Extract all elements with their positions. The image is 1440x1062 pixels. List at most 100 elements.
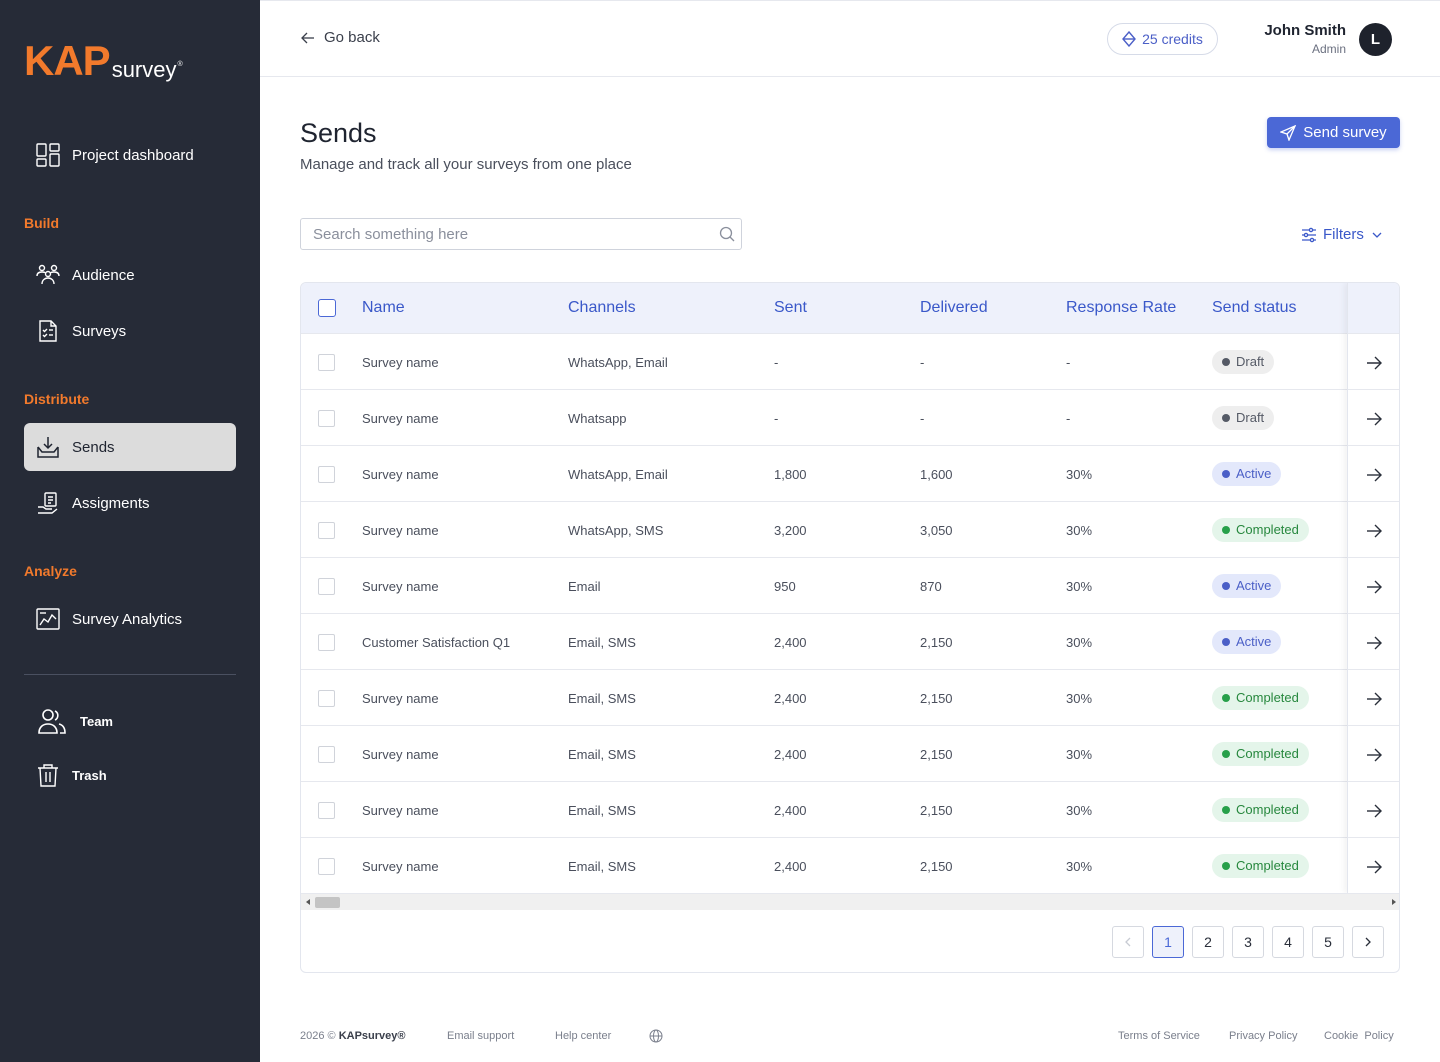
footer-terms[interactable]: Terms of Service bbox=[1118, 1030, 1200, 1042]
cell-sent: 2,400 bbox=[774, 691, 807, 706]
row-checkbox[interactable] bbox=[318, 746, 335, 763]
sends-table: Name Channels Sent Delivered Response Ra… bbox=[300, 282, 1400, 973]
cell-response-rate: - bbox=[1066, 355, 1071, 370]
sidebar-item-project-dashboard[interactable]: Project dashboard bbox=[24, 131, 236, 179]
footer-email-support[interactable]: Email support bbox=[447, 1030, 515, 1042]
section-analyze: Analyze bbox=[24, 563, 77, 579]
sidebar-item-trash[interactable]: Trash bbox=[24, 751, 236, 799]
filters-dropdown[interactable]: Filters bbox=[1301, 226, 1382, 243]
pagination-page-5[interactable]: 5 bbox=[1312, 926, 1344, 958]
arrow-right-icon[interactable] bbox=[1365, 354, 1383, 372]
page-title: Sends bbox=[300, 118, 377, 148]
footer-copyright: 2026 © KAPsurvey® bbox=[300, 1030, 406, 1042]
column-send-status[interactable]: Send status bbox=[1212, 299, 1297, 316]
pagination-next[interactable] bbox=[1352, 926, 1384, 958]
logo-survey: survey bbox=[111, 57, 177, 82]
table-row[interactable]: Survey name Email, SMS 2,400 2,150 30% Comple… bbox=[301, 669, 1399, 725]
search-icon[interactable] bbox=[719, 226, 735, 242]
diamond-icon bbox=[1122, 31, 1137, 47]
table-row[interactable]: Survey name Whatsapp - - - Draft bbox=[301, 389, 1399, 445]
arrow-right-icon[interactable] bbox=[1365, 410, 1383, 428]
row-checkbox[interactable] bbox=[318, 410, 335, 427]
cell-channels: WhatsApp, SMS bbox=[568, 523, 664, 538]
table-row[interactable]: Survey name WhatsApp, SMS 3,200 3,050 30% Com… bbox=[301, 501, 1399, 557]
sidebar-item-team[interactable]: Team bbox=[24, 697, 236, 745]
status-badge: Completed bbox=[1212, 742, 1309, 766]
row-checkbox[interactable] bbox=[318, 634, 335, 651]
arrow-right-icon[interactable] bbox=[1365, 466, 1383, 484]
column-delivered[interactable]: Delivered bbox=[920, 299, 988, 316]
row-checkbox[interactable] bbox=[318, 466, 335, 483]
arrow-right-icon[interactable] bbox=[1365, 746, 1383, 764]
arrow-right-icon[interactable] bbox=[1365, 578, 1383, 596]
cell-delivered: 3,050 bbox=[920, 523, 953, 538]
cell-response-rate: 30% bbox=[1066, 579, 1093, 594]
sidebar-item-survey-analytics[interactable]: Survey Analytics bbox=[24, 595, 236, 643]
search-box bbox=[300, 218, 742, 250]
send-survey-label: Send survey bbox=[1303, 124, 1387, 141]
logo[interactable]: KAP survey ® bbox=[24, 38, 183, 82]
sliders-icon bbox=[1302, 227, 1316, 242]
pagination-page-4[interactable]: 4 bbox=[1272, 926, 1304, 958]
row-checkbox[interactable] bbox=[318, 354, 335, 371]
arrow-right-icon[interactable] bbox=[1365, 690, 1383, 708]
cell-channels: Email, SMS bbox=[568, 635, 636, 650]
cell-sent: 2,400 bbox=[774, 859, 807, 874]
search-input[interactable] bbox=[301, 219, 701, 249]
table-row[interactable]: Survey name Email, SMS 2,400 2,150 30% Comple… bbox=[301, 781, 1399, 837]
table-row[interactable]: Survey name WhatsApp, Email - - - Draft bbox=[301, 333, 1399, 389]
status-badge: Draft bbox=[1212, 406, 1275, 430]
select-all-checkbox[interactable] bbox=[318, 299, 336, 317]
arrow-right-icon[interactable] bbox=[1365, 522, 1383, 540]
pagination-page-3[interactable]: 3 bbox=[1232, 926, 1264, 958]
row-checkbox[interactable] bbox=[318, 690, 335, 707]
logo-kap: KAP bbox=[24, 37, 111, 84]
credits-badge[interactable]: 25 credits bbox=[1107, 23, 1218, 55]
sidebar-item-audience[interactable]: Audience bbox=[24, 251, 236, 299]
sidebar: KAP survey ® Project dashboard Build Aud… bbox=[0, 0, 260, 1062]
user-name: John Smith bbox=[1264, 22, 1346, 39]
sidebar-item-surveys[interactable]: Surveys bbox=[24, 307, 236, 355]
table-row[interactable]: Survey name Email, SMS 2,400 2,150 30% Comple… bbox=[301, 725, 1399, 781]
cell-sent: 2,400 bbox=[774, 747, 807, 762]
cell-channels: WhatsApp, Email bbox=[568, 355, 668, 370]
arrow-right-icon[interactable] bbox=[1365, 634, 1383, 652]
trash-icon bbox=[36, 763, 60, 787]
globe-icon[interactable] bbox=[649, 1029, 663, 1046]
cell-delivered: 2,150 bbox=[920, 747, 953, 762]
column-channels[interactable]: Channels bbox=[568, 299, 636, 316]
table-row[interactable]: Survey name Email, SMS 2,400 2,150 30% Comple… bbox=[301, 837, 1399, 893]
send-survey-button[interactable]: Send survey bbox=[1267, 117, 1400, 148]
sidebar-item-assignments[interactable]: Assigments bbox=[24, 479, 236, 527]
row-checkbox[interactable] bbox=[318, 578, 335, 595]
row-checkbox[interactable] bbox=[318, 522, 335, 539]
scroll-thumb[interactable] bbox=[315, 897, 340, 908]
table-row[interactable]: Survey name Email 950 870 30% Active bbox=[301, 557, 1399, 613]
arrow-right-icon[interactable] bbox=[1365, 802, 1383, 820]
pagination-page-2[interactable]: 2 bbox=[1192, 926, 1224, 958]
credits-label: 25 credits bbox=[1142, 31, 1203, 47]
scroll-right-arrow[interactable] bbox=[1392, 899, 1396, 905]
footer-privacy[interactable]: Privacy Policy bbox=[1229, 1030, 1298, 1042]
footer-cookie[interactable]: Cookie Policy bbox=[1324, 1030, 1394, 1042]
table-row[interactable]: Survey name WhatsApp, Email 1,800 1,600 30% A… bbox=[301, 445, 1399, 501]
row-checkbox[interactable] bbox=[318, 802, 335, 819]
horizontal-scrollbar[interactable] bbox=[301, 893, 1399, 910]
arrow-right-icon[interactable] bbox=[1365, 858, 1383, 876]
sidebar-item-sends[interactable]: Sends bbox=[24, 423, 236, 471]
avatar[interactable]: L bbox=[1359, 23, 1392, 56]
footer-brand: KAPsurvey® bbox=[338, 1030, 406, 1042]
row-checkbox[interactable] bbox=[318, 858, 335, 875]
column-name[interactable]: Name bbox=[362, 299, 405, 316]
pagination-prev[interactable] bbox=[1112, 926, 1144, 958]
pagination-page-1[interactable]: 1 bbox=[1152, 926, 1184, 958]
go-back-link[interactable]: Go back bbox=[300, 29, 380, 46]
cell-response-rate: 30% bbox=[1066, 467, 1093, 482]
footer-help-center[interactable]: Help center bbox=[555, 1030, 612, 1042]
cell-delivered: 1,600 bbox=[920, 467, 953, 482]
scroll-left-arrow[interactable] bbox=[306, 899, 310, 905]
column-response-rate[interactable]: Response Rate bbox=[1066, 299, 1177, 316]
table-row[interactable]: Customer Satisfaction Q1 Email, SMS 2,400 2… bbox=[301, 613, 1399, 669]
column-sent[interactable]: Sent bbox=[774, 299, 807, 316]
sidebar-item-label: Audience bbox=[72, 266, 135, 284]
